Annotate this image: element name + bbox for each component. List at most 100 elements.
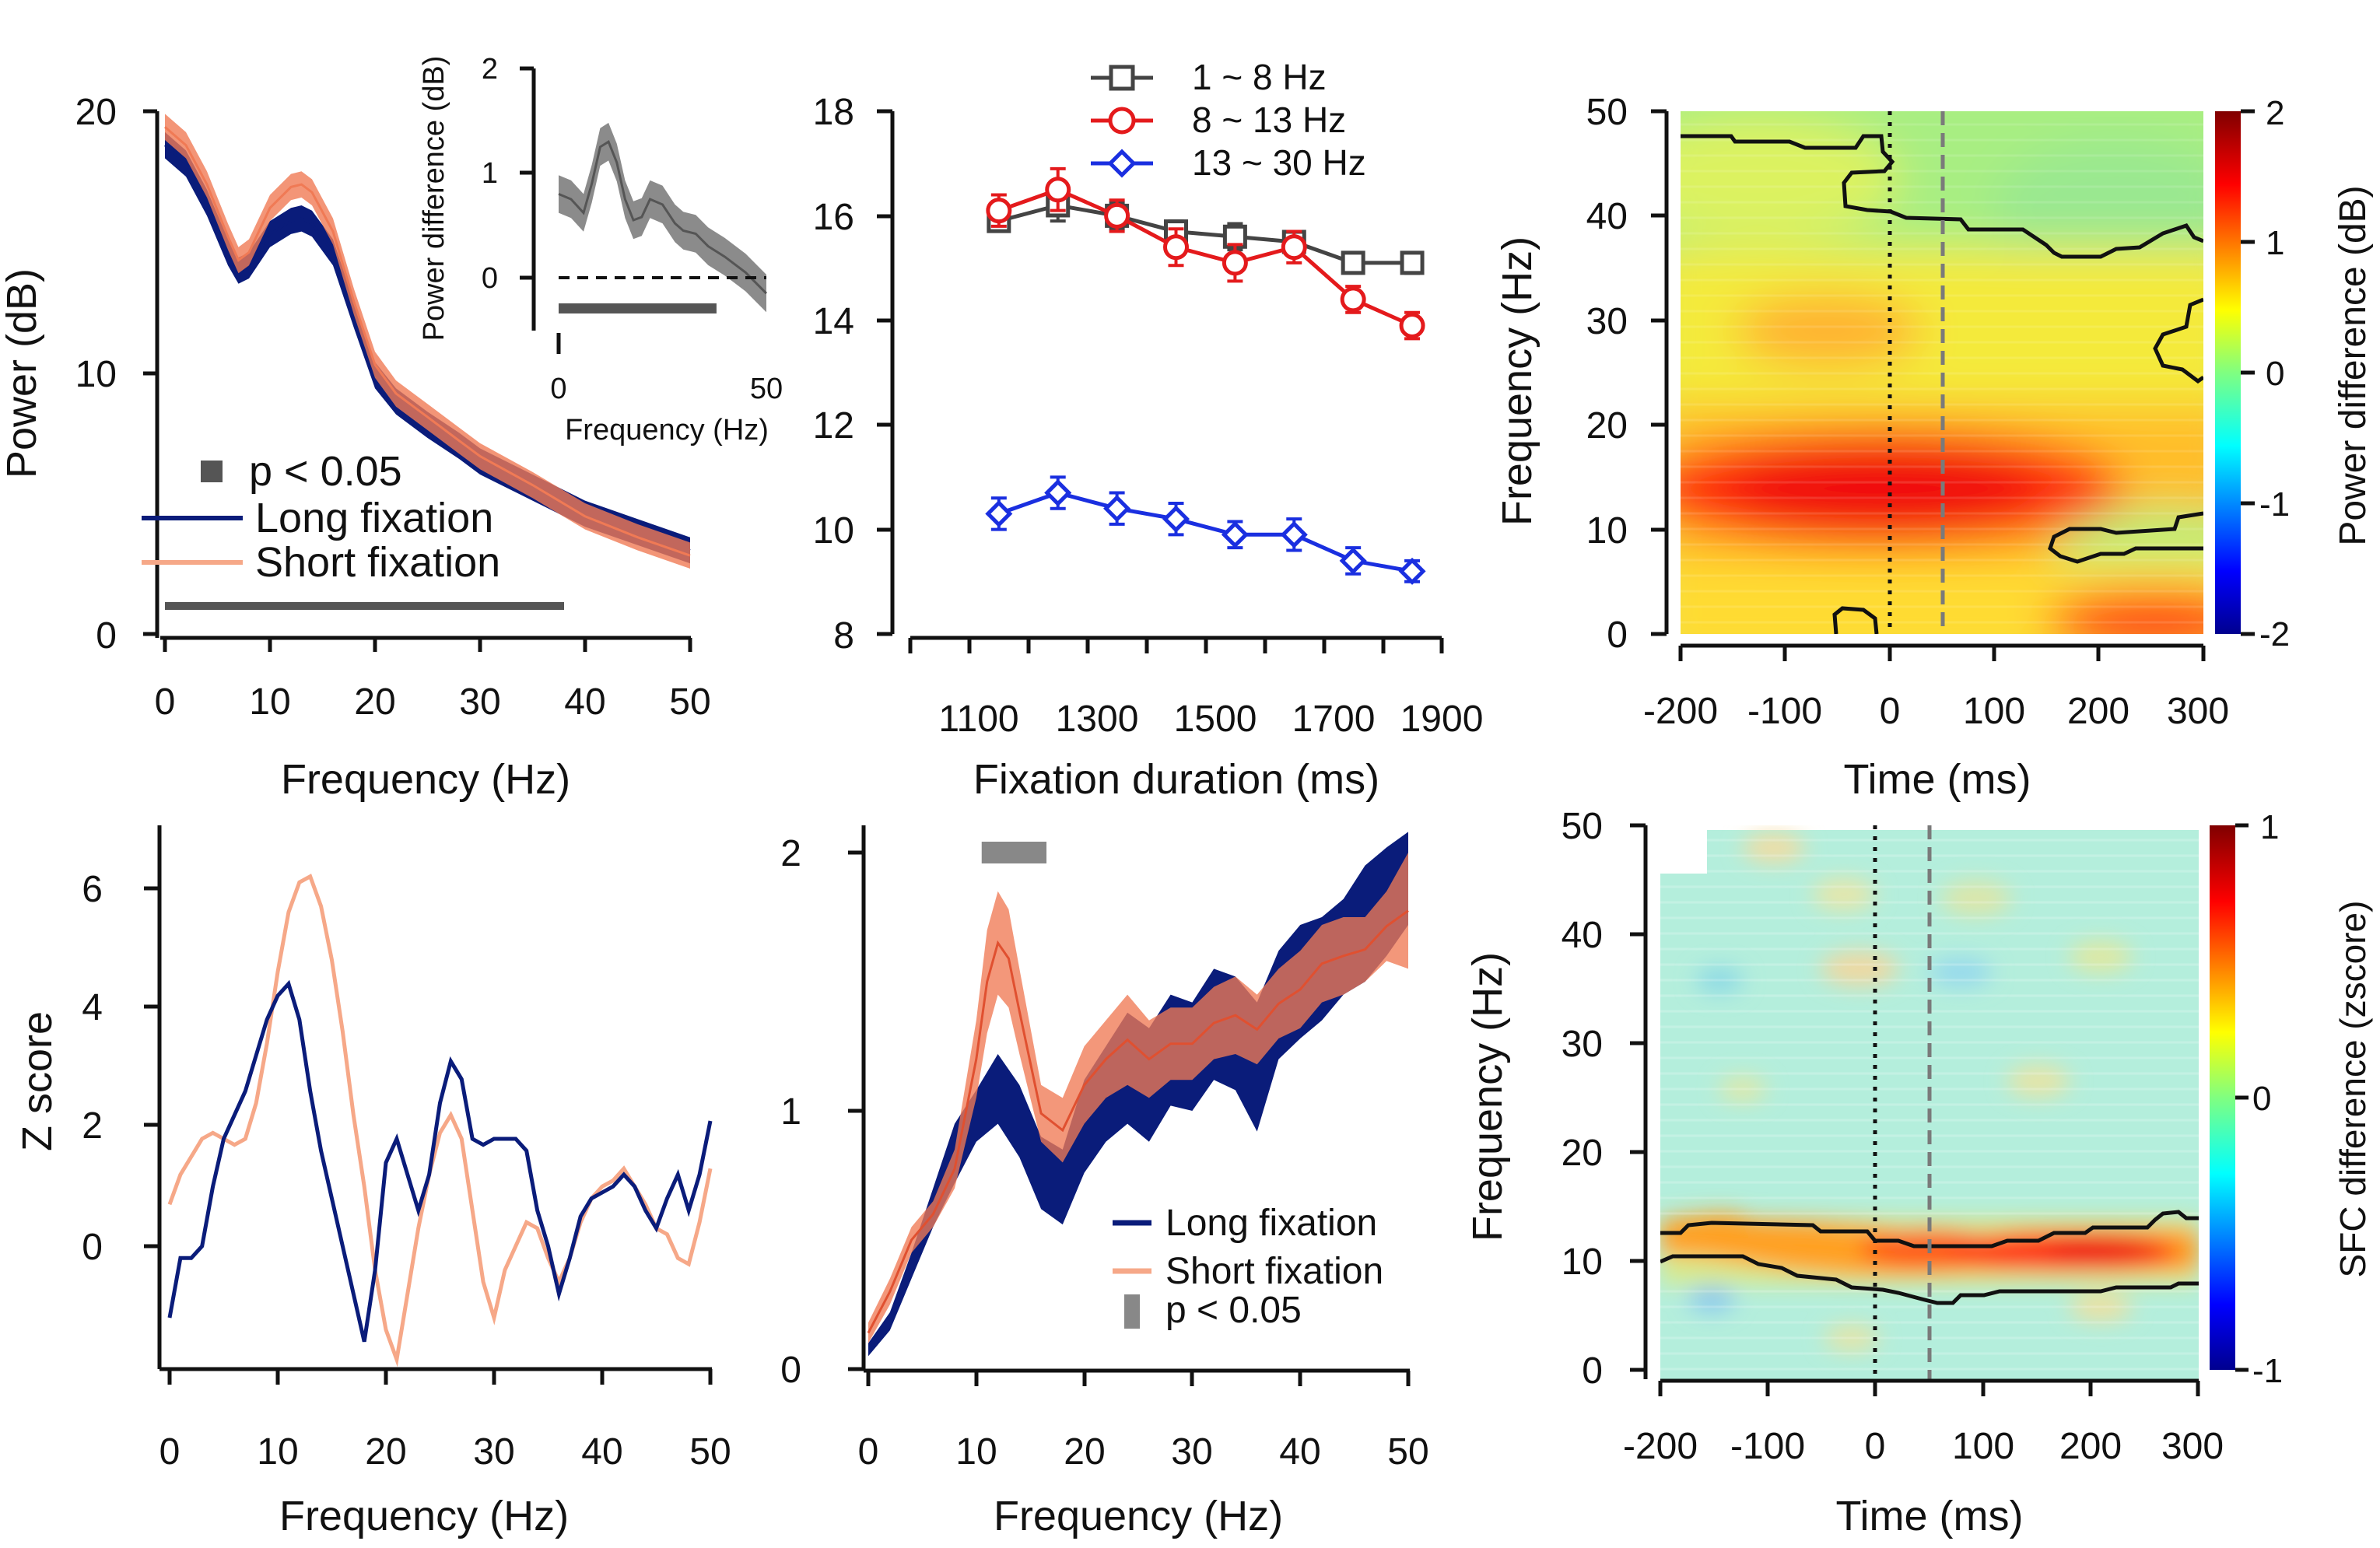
tf2-xticks: -200 -100 0 100 200 300 — [1623, 1426, 2224, 1467]
zs-xtick-30: 30 — [473, 1431, 514, 1473]
ps-xtick-40: 40 — [564, 681, 605, 723]
ps-legend-sig-swatch — [201, 461, 223, 482]
zs-ytick-6: 6 — [82, 869, 103, 910]
tf2-xtick-m100: -100 — [1730, 1426, 1805, 1467]
tf1-ytick-30: 30 — [1586, 301, 1628, 342]
zs-xtick-50: 50 — [689, 1431, 731, 1473]
tf1-zlabel: Power difference (dB) — [2333, 185, 2374, 545]
fd-point-13-30 — [985, 499, 1013, 527]
zs-yticks: 0 2 4 6 — [82, 869, 103, 1268]
zs-xtick-20: 20 — [365, 1431, 406, 1473]
fd-legend-1-8 — [1091, 65, 1153, 91]
tf1-xticks: -200 -100 0 100 200 300 — [1643, 691, 2229, 732]
fd-legend-8-13 — [1091, 107, 1153, 135]
zs-ytick-4: 4 — [82, 987, 103, 1028]
tf1-ytick-0: 0 — [1607, 615, 1628, 656]
sfc-ytick-2: 2 — [780, 833, 801, 874]
tf1-xtick-300: 300 — [2167, 691, 2229, 732]
tf2-zlabel: SFC difference (zscore) — [2333, 901, 2373, 1278]
tf1-ztick-m2: -2 — [2259, 615, 2290, 653]
zs-xtick-40: 40 — [581, 1431, 622, 1473]
tf1-xtick-200: 200 — [2067, 691, 2129, 732]
sfc-legend-sig-label: p < 0.05 — [1165, 1290, 1302, 1331]
inset-diff-line — [558, 139, 768, 295]
fd-ytick-16: 16 — [813, 197, 854, 238]
power-spectrum-yticks: 0 10 20 — [75, 92, 117, 657]
fd-point-8-13 — [986, 198, 1012, 224]
fd-point-13-30 — [1398, 557, 1426, 585]
tf2-xtick-100: 100 — [1952, 1426, 2014, 1467]
zs-line-long — [167, 979, 713, 1343]
fd-point-1-8 — [1400, 250, 1425, 275]
ps-legend: p < 0.05 Long fixation Short fixation — [142, 448, 500, 586]
sfc-xtick-50: 50 — [1387, 1431, 1428, 1473]
tf2-ytick-20: 20 — [1562, 1133, 1603, 1174]
fd-ytick-18: 18 — [813, 92, 854, 133]
fixation-duration-series — [985, 166, 1426, 585]
fd-point-8-13 — [1104, 202, 1130, 229]
ps-xtick-30: 30 — [459, 681, 500, 723]
inset-ytick-2: 2 — [482, 53, 498, 86]
fd-point-8-13 — [1340, 286, 1366, 313]
fd-point-1-8 — [1341, 250, 1365, 275]
ps-line-short — [164, 126, 691, 557]
fd-legend-13-30 — [1091, 149, 1153, 178]
fd-ytick-8: 8 — [833, 615, 854, 657]
fd-xtick-1500: 1500 — [1174, 699, 1257, 740]
inset-diff-band — [559, 122, 766, 313]
inset-ytick-0: 0 — [482, 262, 498, 295]
ps-ytick-20: 20 — [75, 92, 117, 133]
tf2-xtick-200: 200 — [2059, 1426, 2122, 1467]
fd-point-8-13 — [1163, 234, 1189, 261]
fd-legend-8-13-label: 8 ~ 13 Hz — [1192, 100, 1346, 140]
sfc-legend: Long fixation Short fixation p < 0.05 — [1113, 1203, 1383, 1331]
tf2-colorbar — [2210, 825, 2235, 1370]
zs-xlabel: Frequency (Hz) — [279, 1493, 569, 1539]
ps-ylabel: Power (dB) — [0, 268, 45, 478]
inset-xlabel: Frequency (Hz) — [565, 414, 769, 447]
zs-line-short — [167, 874, 713, 1368]
chart-sfc-spectrum: 0 1 2 0 10 20 30 40 50 Frequency (Hz) Lo… — [780, 825, 1429, 1539]
inset-xtick-0: 0 — [550, 373, 566, 405]
sfc-xtick-20: 20 — [1064, 1431, 1105, 1473]
sfc-ytick-0: 0 — [780, 1350, 801, 1391]
fd-ytick-14: 14 — [813, 301, 854, 342]
sfc-axes — [848, 825, 1411, 1386]
tf2-ytick-50: 50 — [1562, 806, 1603, 847]
fd-legend-13-30-label: 13 ~ 30 Hz — [1192, 142, 1366, 183]
fd-point-8-13 — [1281, 234, 1307, 261]
tf2-significance-contours — [1660, 1210, 2199, 1305]
ps-legend-short-label: Short fixation — [255, 539, 500, 586]
zscore-traces — [167, 874, 713, 1368]
fd-xticks: 1100 1300 1500 1700 1900 — [938, 699, 1483, 740]
fd-yticks: 8 10 12 14 16 18 — [813, 92, 854, 657]
zs-xtick-0: 0 — [159, 1431, 181, 1473]
ps-xtick-10: 10 — [249, 681, 290, 723]
chart-power-spectrum: 0 10 20 0 10 20 30 40 50 Frequency (Hz) … — [0, 53, 783, 803]
tf2-ytick-40: 40 — [1562, 915, 1603, 956]
tf1-xtick-0: 0 — [1880, 691, 1901, 732]
sfc-band-short — [868, 853, 1408, 1343]
tf2-ytick-30: 30 — [1562, 1024, 1603, 1065]
sfc-yticks: 0 1 2 — [780, 833, 801, 1391]
ps-ytick-10: 10 — [75, 354, 117, 395]
tf2-xtick-m200: -200 — [1623, 1426, 1698, 1467]
fd-ytick-10: 10 — [813, 510, 854, 552]
zs-xtick-10: 10 — [257, 1431, 298, 1473]
sfc-xtick-30: 30 — [1171, 1431, 1212, 1473]
fd-point-13-30 — [1221, 520, 1249, 548]
sfc-line-short — [867, 909, 1409, 1334]
fd-point-8-13 — [1399, 313, 1425, 339]
tf2-ytick-0: 0 — [1582, 1350, 1603, 1392]
tf1-ztick-2: 2 — [2266, 94, 2284, 132]
tf1-heatmap — [1681, 111, 2203, 634]
tf1-xlabel: Time (ms) — [1844, 756, 2031, 803]
fd-point-13-30 — [1103, 495, 1131, 523]
tf1-ytick-50: 50 — [1586, 92, 1628, 133]
zs-ylabel: Z score — [14, 1011, 61, 1151]
fd-legend: 1 ~ 8 Hz 8 ~ 13 Hz 13 ~ 30 Hz — [1091, 57, 1366, 183]
sfc-band-long — [868, 832, 1408, 1357]
sfc-legend-long-label: Long fixation — [1165, 1203, 1377, 1244]
inset-ylabel: Power difference (dB) — [418, 56, 450, 341]
